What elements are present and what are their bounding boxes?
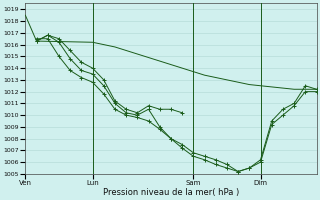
X-axis label: Pression niveau de la mer( hPa ): Pression niveau de la mer( hPa ) bbox=[103, 188, 239, 197]
